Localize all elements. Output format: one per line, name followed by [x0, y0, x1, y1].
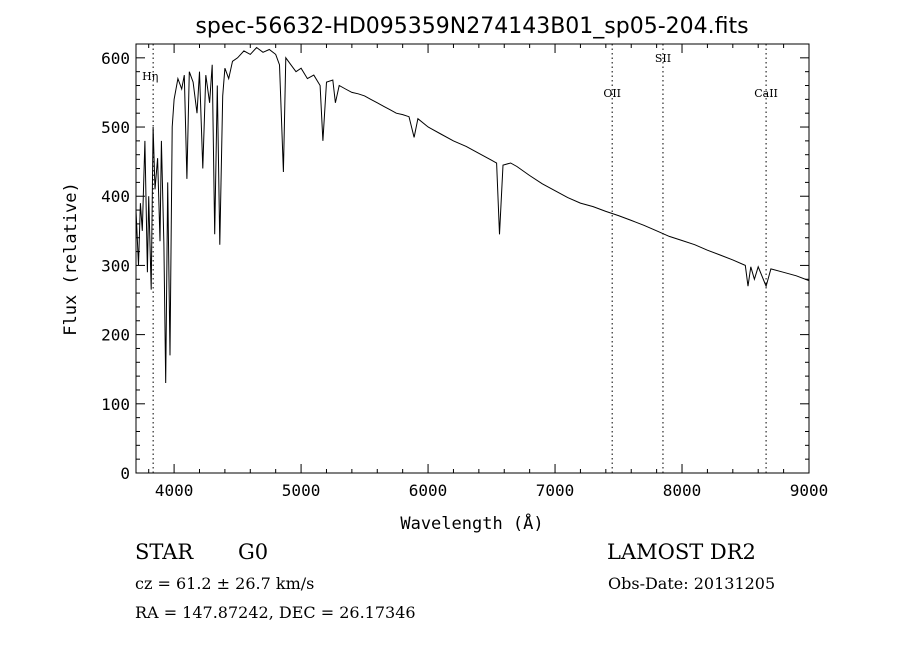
coordinates-info: RA = 147.87242, DEC = 26.17346	[135, 603, 416, 622]
y-tick-label: 300	[101, 256, 130, 275]
y-tick-label: 200	[101, 326, 130, 345]
y-tick-label: 600	[101, 49, 130, 68]
observation-date: Obs-Date: 20131205	[608, 574, 776, 593]
annotation-label: CaII	[754, 87, 778, 100]
chart-title: spec-56632-HD095359N274143B01_sp05-204.f…	[195, 14, 748, 39]
object-subclass: G0	[238, 540, 269, 564]
x-tick-label: 9000	[790, 481, 829, 500]
y-tick-label: 0	[120, 464, 130, 483]
y-tick-label: 100	[101, 395, 130, 414]
y-tick-label: 400	[101, 187, 130, 206]
x-tick-label: 4000	[155, 481, 194, 500]
spectrum-line	[135, 46, 810, 384]
object-class: STAR	[135, 540, 194, 564]
redshift-info: cz = 61.2 ± 26.7 km/s	[135, 574, 315, 593]
y-tick-label: 500	[101, 118, 130, 137]
x-axis-label: Wavelength (Å)	[400, 512, 543, 534]
survey-name: LAMOST DR2	[607, 540, 756, 564]
annotation-lines	[152, 44, 767, 473]
axis-ticks	[136, 43, 810, 474]
plot-frame	[135, 43, 810, 474]
y-axis-label: Flux (relative)	[61, 182, 81, 336]
annotation-label: SII	[655, 52, 671, 65]
axis-tick-labels: 4000 5000 6000 7000 8000 9000 0 100 200 300 400 500…	[101, 49, 828, 500]
annotation-label: OII	[603, 87, 621, 100]
x-tick-label: 6000	[409, 481, 448, 500]
annotation-labels: Hη OII SII CaII	[142, 52, 778, 100]
x-tick-label: 7000	[536, 481, 575, 500]
annotation-label: Hη	[142, 70, 158, 83]
x-tick-label: 8000	[663, 481, 702, 500]
x-tick-label: 5000	[282, 481, 321, 500]
